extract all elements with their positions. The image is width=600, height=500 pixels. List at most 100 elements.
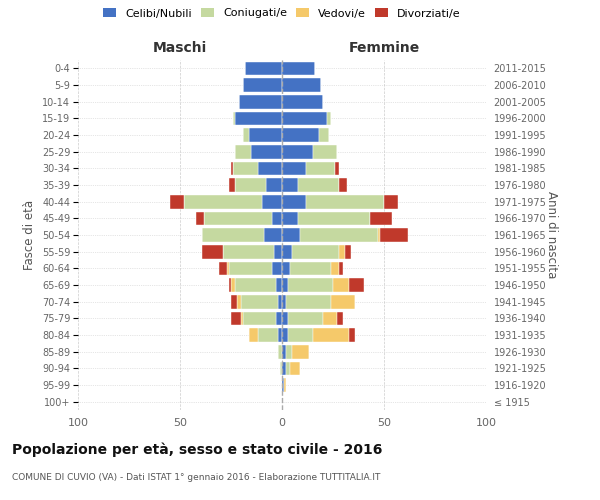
Bar bbox=[257, 162, 282, 175]
Bar bbox=[282, 95, 323, 108]
Bar bbox=[301, 228, 378, 242]
Bar bbox=[282, 178, 298, 192]
Bar bbox=[333, 278, 349, 292]
Bar bbox=[196, 212, 205, 225]
Bar bbox=[205, 212, 272, 225]
Bar bbox=[290, 362, 301, 375]
Bar bbox=[280, 362, 282, 375]
Bar bbox=[286, 295, 331, 308]
Bar bbox=[339, 178, 347, 192]
Bar bbox=[272, 212, 282, 225]
Text: COMUNE DI CUVIO (VA) - Dati ISTAT 1° gennaio 2016 - Elaborazione TUTTITALIA.IT: COMUNE DI CUVIO (VA) - Dati ISTAT 1° gen… bbox=[12, 472, 380, 482]
Bar bbox=[229, 178, 235, 192]
Bar bbox=[235, 178, 266, 192]
Bar bbox=[282, 245, 292, 258]
Bar bbox=[282, 378, 284, 392]
Bar bbox=[288, 312, 323, 325]
Bar bbox=[349, 278, 364, 292]
Bar bbox=[266, 178, 282, 192]
Bar bbox=[307, 195, 384, 208]
Bar bbox=[202, 228, 263, 242]
Bar bbox=[313, 145, 337, 158]
Bar bbox=[233, 162, 257, 175]
Bar bbox=[339, 245, 345, 258]
Bar bbox=[231, 162, 233, 175]
Bar bbox=[272, 262, 282, 275]
Text: Femmine: Femmine bbox=[349, 41, 419, 55]
Bar bbox=[223, 245, 274, 258]
Bar bbox=[235, 145, 251, 158]
Bar bbox=[282, 328, 288, 342]
Bar bbox=[227, 262, 229, 275]
Bar bbox=[231, 312, 241, 325]
Bar bbox=[298, 212, 370, 225]
Bar bbox=[276, 278, 282, 292]
Bar bbox=[282, 145, 313, 158]
Bar bbox=[378, 228, 380, 242]
Bar bbox=[292, 245, 339, 258]
Bar bbox=[170, 195, 184, 208]
Bar bbox=[331, 262, 339, 275]
Bar bbox=[282, 112, 327, 125]
Bar bbox=[251, 145, 282, 158]
Bar bbox=[282, 62, 314, 75]
Bar bbox=[278, 328, 282, 342]
Bar bbox=[282, 345, 286, 358]
Bar bbox=[235, 278, 276, 292]
Bar bbox=[243, 128, 250, 142]
Bar bbox=[278, 345, 282, 358]
Bar bbox=[262, 195, 282, 208]
Bar bbox=[250, 328, 257, 342]
Bar bbox=[282, 228, 301, 242]
Bar bbox=[313, 328, 349, 342]
Bar bbox=[384, 195, 398, 208]
Bar bbox=[229, 278, 231, 292]
Y-axis label: Anni di nascita: Anni di nascita bbox=[545, 192, 557, 278]
Bar bbox=[339, 262, 343, 275]
Bar bbox=[282, 78, 321, 92]
Bar bbox=[380, 228, 409, 242]
Bar bbox=[282, 212, 298, 225]
Bar bbox=[288, 278, 333, 292]
Bar bbox=[345, 245, 352, 258]
Bar bbox=[349, 328, 355, 342]
Bar bbox=[231, 278, 235, 292]
Bar bbox=[229, 262, 272, 275]
Bar bbox=[282, 312, 288, 325]
Bar bbox=[288, 328, 313, 342]
Bar bbox=[370, 212, 392, 225]
Bar bbox=[241, 312, 243, 325]
Bar bbox=[245, 62, 282, 75]
Bar bbox=[239, 95, 282, 108]
Bar bbox=[282, 278, 288, 292]
Bar bbox=[319, 128, 329, 142]
Bar bbox=[282, 262, 290, 275]
Bar bbox=[337, 312, 343, 325]
Bar bbox=[282, 195, 307, 208]
Bar bbox=[327, 112, 331, 125]
Bar bbox=[298, 178, 339, 192]
Bar bbox=[202, 245, 223, 258]
Bar bbox=[307, 162, 335, 175]
Bar bbox=[235, 112, 282, 125]
Bar bbox=[284, 378, 286, 392]
Y-axis label: Fasce di età: Fasce di età bbox=[23, 200, 37, 270]
Bar bbox=[276, 312, 282, 325]
Bar bbox=[257, 328, 278, 342]
Bar bbox=[282, 162, 307, 175]
Bar bbox=[274, 245, 282, 258]
Text: Maschi: Maschi bbox=[153, 41, 207, 55]
Bar bbox=[292, 345, 308, 358]
Bar bbox=[278, 295, 282, 308]
Bar bbox=[286, 362, 290, 375]
Bar bbox=[282, 362, 286, 375]
Bar bbox=[184, 195, 262, 208]
Bar bbox=[286, 345, 292, 358]
Bar bbox=[335, 162, 339, 175]
Bar bbox=[233, 112, 235, 125]
Bar bbox=[243, 78, 282, 92]
Bar bbox=[250, 128, 282, 142]
Bar bbox=[231, 295, 237, 308]
Bar bbox=[290, 262, 331, 275]
Legend: Celibi/Nubili, Coniugati/e, Vedovi/e, Divorziati/e: Celibi/Nubili, Coniugati/e, Vedovi/e, Di… bbox=[103, 8, 461, 18]
